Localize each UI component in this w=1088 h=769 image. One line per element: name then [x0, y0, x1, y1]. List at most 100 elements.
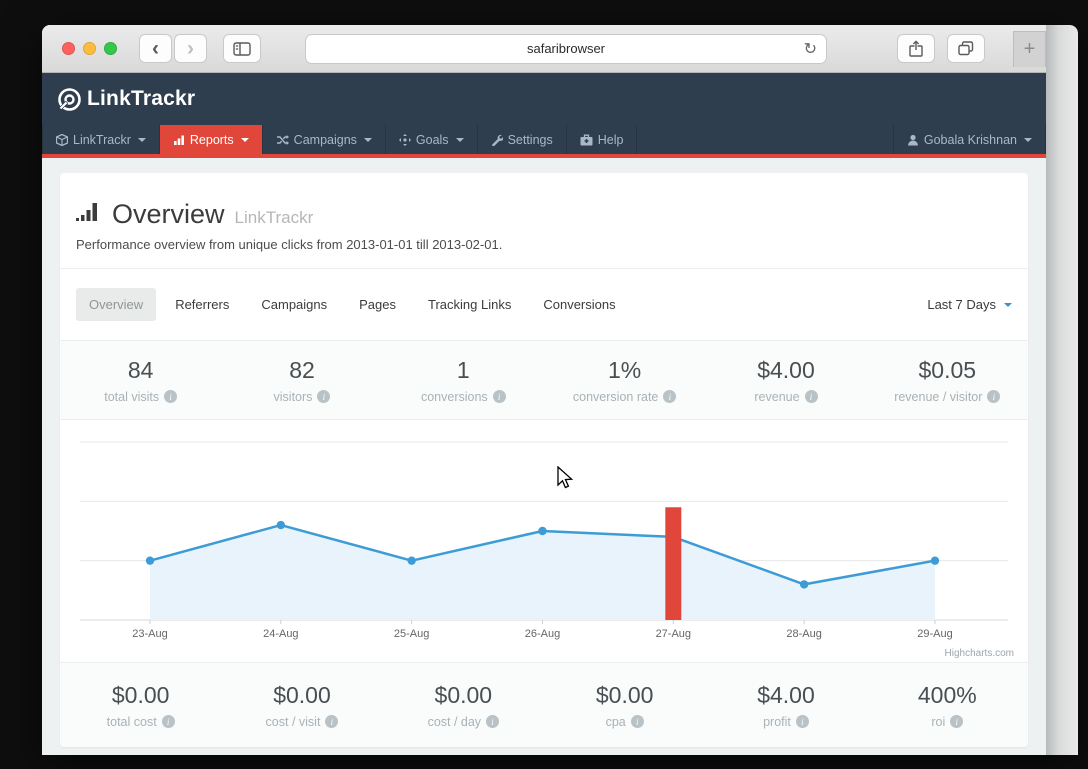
forward-button[interactable]: ›	[174, 34, 207, 63]
visits-chart[interactable]: 23-Aug 24-Aug 25-Aug 26-Aug 27-Aug 28-Aug 29-A…	[60, 420, 1028, 662]
stat-value: $4.00	[757, 356, 815, 383]
stat-value: $0.00	[434, 681, 493, 708]
section-divider	[60, 268, 1028, 269]
stat-value: $0.05	[918, 356, 977, 383]
overview-card: Overview LinkTrackr Performance overview…	[60, 173, 1028, 747]
stat-revenue: $4.00 revenue i	[705, 357, 866, 404]
logo-text: LinkTrackr	[87, 87, 196, 110]
stat-value: $4.00	[757, 681, 815, 708]
nav-label: Settings	[507, 132, 553, 147]
highlight-column[interactable]	[665, 507, 682, 620]
stat-cpa: $0.00 cpa i	[544, 682, 705, 729]
linktrackr-logo-icon	[58, 87, 81, 111]
stats-strip-bottom: $0.00 total cost i $0.00 cost / visit i $0…	[60, 662, 1028, 747]
stat-value: 1	[456, 356, 470, 383]
plus-icon: +	[1023, 37, 1036, 60]
report-tabs: Overview Referrers Campaigns Pages Track…	[60, 269, 1028, 340]
nav-item-linktrackr[interactable]: LinkTrackr	[42, 125, 160, 154]
user-menu[interactable]: Gobala Krishnan	[892, 125, 1046, 154]
info-icon[interactable]: i	[325, 715, 339, 728]
stat-label: conversions	[420, 389, 488, 404]
overview-chart[interactable]: 23-Aug 24-Aug 25-Aug 26-Aug 27-Aug 28-Aug 29-A…	[60, 420, 1028, 662]
shuffle-icon	[276, 134, 289, 145]
main-nav: LinkTrackr Reports Campaigns Goals Setti…	[42, 125, 1046, 158]
tab-overview[interactable]: Overview	[76, 288, 157, 321]
sidebar-button[interactable]	[223, 34, 261, 63]
stat-label: profit	[763, 714, 791, 729]
info-icon[interactable]: i	[630, 715, 644, 728]
x-axis-label: 24-Aug	[263, 628, 298, 640]
window-right-edge	[1046, 25, 1078, 755]
x-axis-label: 25-Aug	[394, 628, 429, 640]
reload-icon[interactable]: ↻	[803, 40, 817, 58]
goals-icon	[398, 133, 411, 146]
stat-label: total cost	[106, 714, 157, 729]
tabs-icon	[958, 41, 974, 56]
nav-item-help[interactable]: Help	[567, 125, 638, 154]
x-axis-label: 27-Aug	[656, 628, 691, 640]
tab-referrers[interactable]: Referrers	[175, 297, 230, 312]
info-icon[interactable]: i	[663, 390, 677, 403]
address-bar[interactable]: safaribrowser ↻	[305, 33, 827, 64]
safari-window: ‹ › safaribrowser ↻ +	[42, 25, 1078, 755]
date-range-dropdown[interactable]: Last 7 Days	[927, 297, 1012, 312]
stat-label: revenue / visitor	[894, 389, 983, 404]
tab-conversions[interactable]: Conversions	[543, 297, 616, 312]
minimize-window-button[interactable]	[83, 42, 96, 55]
close-window-button[interactable]	[62, 42, 75, 55]
user-icon	[907, 134, 918, 145]
info-icon[interactable]: i	[804, 390, 818, 403]
data-point-24-Aug[interactable]	[276, 520, 286, 530]
forward-icon: ›	[187, 36, 194, 60]
stat-total-cost: $0.00 total cost i	[60, 682, 221, 729]
highcharts-credit[interactable]: Highcharts.com	[944, 648, 1014, 659]
info-icon[interactable]: i	[795, 715, 809, 728]
x-axis-label: 23-Aug	[132, 628, 167, 640]
stat-conversion-rate: 1% conversion rate i	[544, 357, 705, 404]
stat-value: 1%	[608, 356, 642, 383]
nav-label: Help	[597, 132, 624, 147]
share-button[interactable]	[897, 34, 935, 63]
nav-item-reports[interactable]: Reports	[159, 125, 263, 154]
new-tab-button[interactable]: +	[1013, 30, 1046, 67]
nav-item-settings[interactable]: Settings	[478, 125, 567, 154]
stat-cost-per-day: $0.00 cost / day i	[383, 682, 544, 729]
chevron-down-icon	[240, 137, 249, 142]
data-point-25-Aug[interactable]	[407, 556, 416, 565]
data-point-29-Aug[interactable]	[930, 556, 940, 565]
stat-label: roi	[931, 714, 946, 729]
stat-total-visits: 84 total visits i	[60, 357, 221, 404]
stat-label: visitors	[273, 389, 313, 404]
linktrackr-logo[interactable]: LinkTrackr	[56, 86, 195, 113]
back-button[interactable]: ‹	[139, 34, 172, 63]
stat-revenue-per-visitor: $0.05 revenue / visitor i	[867, 357, 1028, 404]
wrench-icon	[491, 134, 503, 146]
info-icon[interactable]: i	[164, 390, 178, 403]
show-tabs-button[interactable]	[947, 34, 985, 63]
data-point-23-Aug[interactable]	[145, 556, 155, 565]
tab-tracking-links[interactable]: Tracking Links	[428, 297, 512, 312]
info-icon[interactable]: i	[950, 715, 964, 728]
info-icon[interactable]: i	[492, 390, 506, 403]
info-icon[interactable]: i	[987, 390, 1001, 403]
data-point-28-Aug[interactable]	[799, 580, 809, 589]
tab-pages[interactable]: Pages	[359, 297, 397, 312]
nav-item-campaigns[interactable]: Campaigns	[263, 125, 386, 154]
x-axis-label: 28-Aug	[786, 628, 821, 640]
info-icon[interactable]: i	[317, 390, 331, 403]
info-icon[interactable]: i	[161, 715, 175, 728]
stat-profit: $4.00 profit i	[705, 682, 866, 729]
stat-label: conversion rate	[572, 389, 659, 404]
chevron-down-icon	[363, 137, 372, 142]
nav-item-goals[interactable]: Goals	[386, 125, 478, 154]
info-icon[interactable]: i	[486, 715, 500, 728]
x-axis-label: 29-Aug	[917, 628, 952, 640]
stat-roi: 400% roi i	[867, 682, 1028, 729]
page-title: Overview	[112, 199, 225, 229]
chevron-down-icon	[1024, 137, 1032, 142]
tab-campaigns[interactable]: Campaigns	[261, 297, 328, 312]
zoom-window-button[interactable]	[104, 42, 117, 55]
page-title-block: Overview LinkTrackr Performance overview…	[60, 173, 1028, 268]
data-point-26-Aug[interactable]	[538, 526, 547, 536]
chevron-down-icon	[455, 137, 464, 142]
